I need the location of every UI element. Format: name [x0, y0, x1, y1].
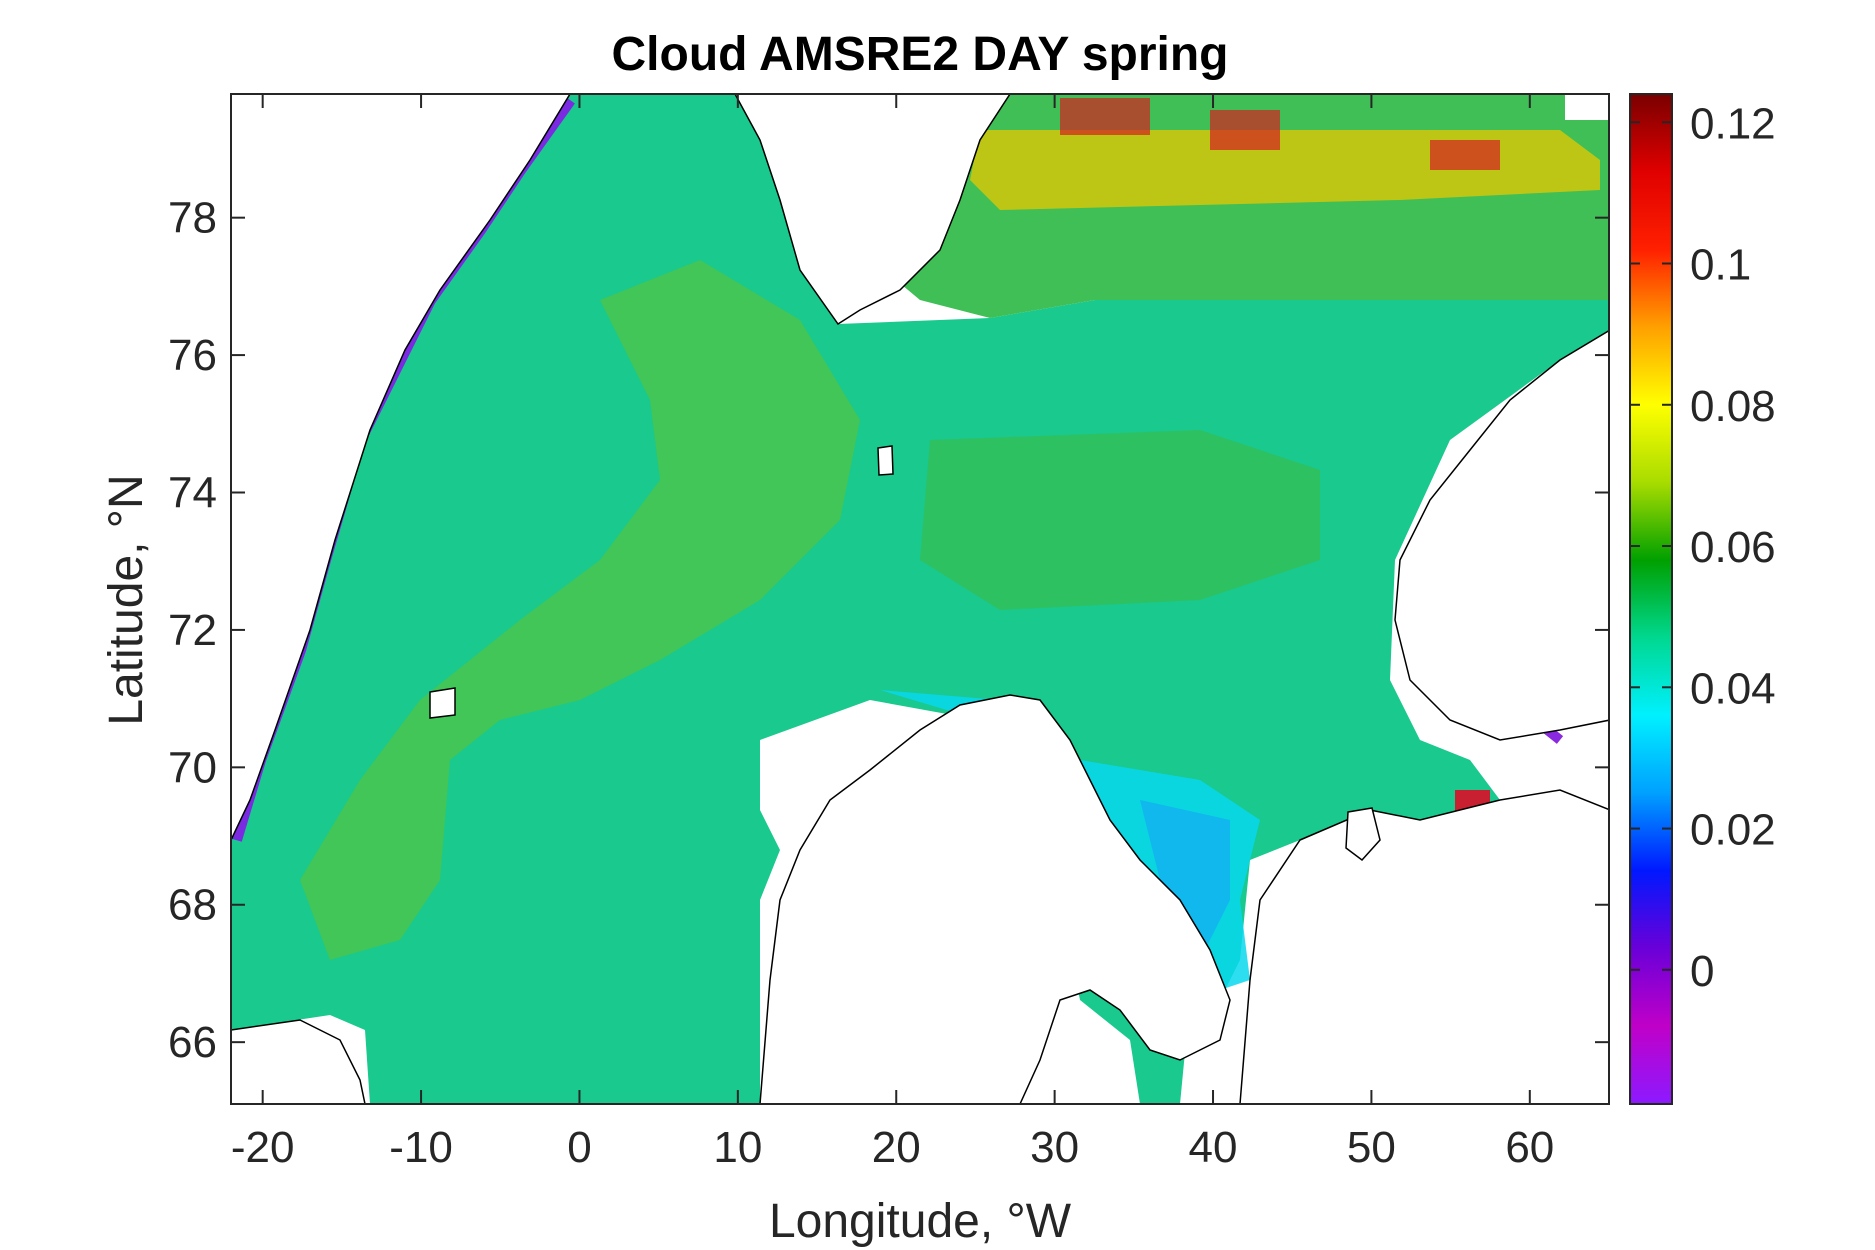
plot-frame [230, 93, 1610, 1105]
y-axis: 66 68 70 72 74 76 78 [168, 194, 1609, 1067]
y-tick-label: 78 [168, 194, 217, 243]
colorbar-tick-label: 0.06 [1690, 523, 1776, 572]
colorbar-tick-label: 0.04 [1690, 664, 1776, 713]
colorbar-tick-label: 0.02 [1690, 806, 1776, 855]
x-tick-label: 40 [1189, 1123, 1238, 1172]
data-field-ocean [231, 94, 1609, 1104]
x-tick-label: -10 [389, 1123, 453, 1172]
x-tick-label: 10 [713, 1123, 762, 1172]
central-maximum-band-east [920, 430, 1320, 610]
x-tick-label: 30 [1030, 1123, 1079, 1172]
y-tick-label: 66 [168, 1018, 217, 1067]
colorbar-tick-label: 0.08 [1690, 382, 1776, 431]
land-jan-mayen [429, 687, 456, 719]
coastal-minimum-zone-south [1140, 800, 1230, 960]
y-tick-label: 68 [168, 881, 217, 930]
max-value-patch-northeast [1060, 98, 1500, 170]
y-axis-label: Latitude, °N [100, 474, 153, 725]
land-kolguev [1345, 807, 1381, 862]
land-norway [759, 694, 1231, 1104]
y-tick-label: 70 [168, 743, 217, 792]
colorbar-ticks: 0 0.02 0.04 0.06 0.08 0.1 0.12 [1630, 99, 1776, 996]
land-svalbard [734, 94, 1011, 326]
x-tick-label: -20 [231, 1123, 295, 1172]
x-tick-label: 20 [872, 1123, 921, 1172]
land-bear-island [877, 445, 894, 476]
land-greenland-west [231, 94, 571, 841]
x-tick-label: 0 [567, 1123, 591, 1172]
x-tick-label: 60 [1505, 1123, 1554, 1172]
land-iceland-south [231, 1019, 366, 1104]
plot-area [231, 94, 1609, 1104]
colorbar-tick-label: 0.1 [1690, 241, 1751, 290]
colorbar [1629, 93, 1673, 1105]
chart-title: Cloud AMSRE2 DAY spring [612, 28, 1229, 81]
x-axis: -20 -10 0 10 20 30 40 50 60 [231, 94, 1554, 1172]
x-tick-label: 50 [1347, 1123, 1396, 1172]
y-tick-label: 72 [168, 606, 217, 655]
central-maximum-band [300, 260, 860, 960]
y-tick-label: 74 [168, 469, 217, 518]
y-tick-label: 76 [168, 331, 217, 380]
colorbar-tick-label: 0 [1690, 947, 1714, 996]
x-axis-label: Longitude, °W [769, 1195, 1072, 1248]
land-kola-peninsula [1239, 789, 1609, 1104]
colorbar-tick-label: 0.12 [1690, 99, 1776, 148]
land-novaya-zemlya [1394, 329, 1609, 741]
